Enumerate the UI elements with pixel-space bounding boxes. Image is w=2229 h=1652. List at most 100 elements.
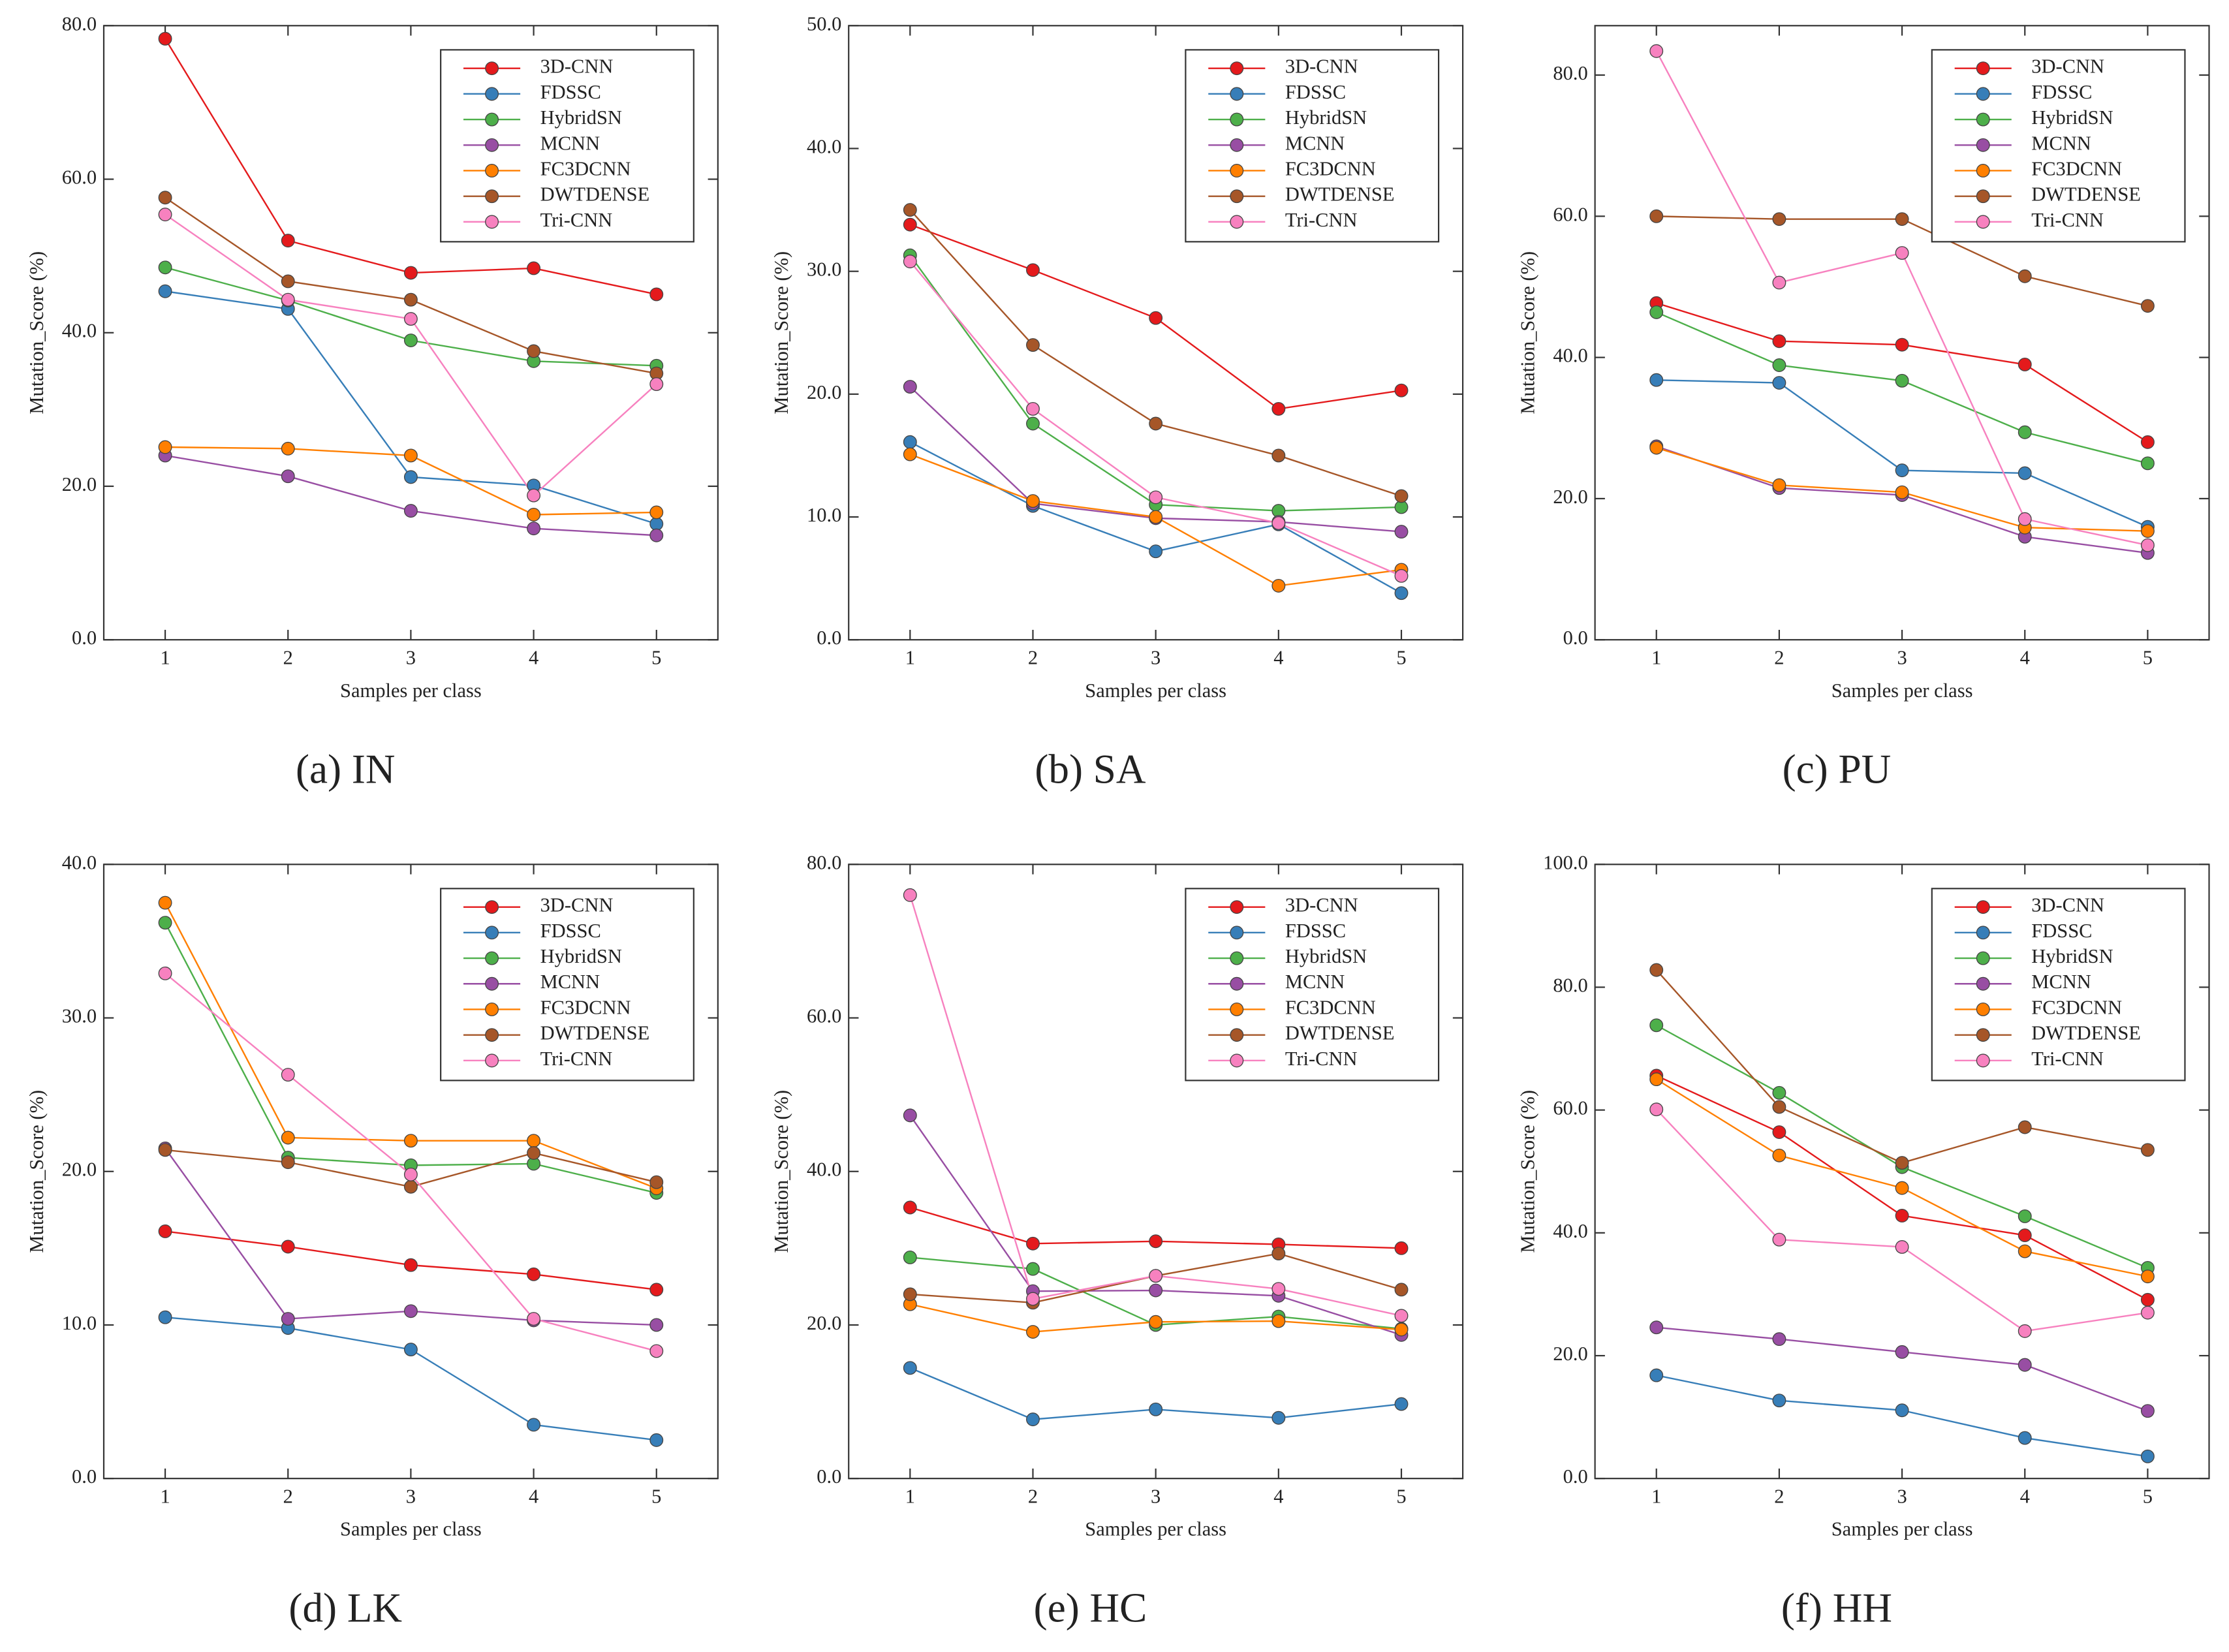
data-point (649, 1433, 664, 1447)
y-tick-label: 80.0 (807, 851, 841, 873)
data-point (1772, 1125, 1786, 1139)
legend-label: FDSSC (2031, 81, 2092, 103)
data-point (2018, 466, 2032, 480)
legend-label: FC3DCNN (540, 157, 631, 179)
data-point (158, 896, 172, 910)
data-point (1649, 44, 1664, 58)
panel-caption: (f) HH (1781, 1585, 1892, 1630)
data-point (2140, 435, 2155, 449)
legend-label: FDSSC (2031, 920, 2092, 942)
legend-marker (1976, 215, 1990, 229)
data-point (903, 255, 917, 269)
data-point (2018, 269, 2032, 283)
legend-marker (1976, 61, 1990, 76)
x-axis-label: Samples per class (340, 679, 482, 702)
data-point (527, 522, 541, 536)
data-point (903, 1251, 917, 1264)
data-point (2018, 1120, 2032, 1134)
y-axis-label: Mutation_Score (%) (25, 251, 48, 414)
legend-label: HybridSN (2031, 945, 2113, 967)
data-point (1149, 1283, 1163, 1298)
data-point (649, 528, 664, 542)
y-tick-label: 40.0 (1553, 345, 1587, 367)
data-point (281, 1239, 295, 1254)
data-point (158, 966, 172, 980)
legend-label: MCNN (2031, 971, 2091, 993)
y-tick-label: 20.0 (1553, 486, 1587, 508)
x-tick-label: 2 (1774, 647, 1784, 669)
x-tick-label: 5 (1396, 1486, 1406, 1508)
legend-marker (485, 976, 499, 991)
data-point (403, 1304, 418, 1318)
y-tick-label: 60.0 (1553, 1097, 1587, 1119)
data-point (1271, 448, 1286, 463)
legend-label: FDSSC (1285, 920, 1346, 942)
legend-label: MCNN (2031, 132, 2091, 154)
x-tick-label: 2 (1774, 1486, 1784, 1508)
series-line (1656, 379, 2148, 528)
data-point (1772, 1148, 1786, 1162)
data-point (281, 234, 295, 248)
legend-label: FC3DCNN (2031, 996, 2122, 1018)
data-point (1026, 1292, 1040, 1306)
data-point (1026, 338, 1040, 352)
data-point (2140, 456, 2155, 471)
data-point (1772, 1100, 1786, 1114)
legend-label: Tri-CNN (2031, 209, 2104, 231)
data-point (1772, 334, 1786, 349)
series-line (164, 290, 657, 525)
legend-marker (1230, 1053, 1244, 1068)
legend-marker (1976, 112, 1990, 127)
legend-marker (1976, 1002, 1990, 1016)
legend-marker (1230, 951, 1244, 965)
legend-marker (485, 1002, 499, 1016)
data-point (1149, 544, 1163, 559)
data-point (903, 1287, 917, 1301)
y-tick-label: 40.0 (1553, 1220, 1587, 1242)
data-point (1772, 1332, 1786, 1347)
legend-label: 3D-CNN (540, 55, 614, 78)
legend-marker (1976, 1053, 1990, 1068)
data-point (1271, 401, 1286, 416)
data-point (1271, 1247, 1286, 1261)
data-point (1149, 416, 1163, 431)
legend-label: Tri-CNN (540, 1048, 613, 1070)
x-tick-label: 3 (1897, 1486, 1907, 1508)
data-point (158, 191, 172, 205)
y-tick-label: 0.0 (817, 1465, 841, 1488)
data-point (649, 505, 664, 520)
x-tick-label: 3 (406, 1486, 416, 1508)
panel-caption: (c) PU (1783, 746, 1892, 792)
data-point (1026, 1236, 1040, 1251)
data-point (1772, 212, 1786, 226)
data-point (527, 1146, 541, 1160)
x-tick-label: 3 (406, 647, 416, 669)
data-point (1394, 586, 1409, 600)
data-point (1772, 1085, 1786, 1100)
data-point (1772, 1394, 1786, 1408)
legend-marker (1230, 1002, 1244, 1016)
legend-marker (1230, 215, 1244, 229)
data-point (2018, 1228, 2032, 1243)
y-tick-label: 80.0 (62, 12, 97, 35)
data-point (2018, 425, 2032, 439)
legend-label: Tri-CNN (2031, 1048, 2104, 1070)
legend-marker (1230, 138, 1244, 152)
legend-marker (1976, 951, 1990, 965)
data-point (281, 1155, 295, 1170)
y-tick-label: 0.0 (1563, 627, 1588, 649)
data-point (1649, 963, 1664, 977)
legend-marker (1230, 926, 1244, 940)
y-tick-label: 30.0 (807, 258, 841, 281)
y-tick-label: 20.0 (807, 381, 841, 403)
legend-label: 3D-CNN (540, 894, 614, 916)
x-tick-label: 4 (2020, 1486, 2030, 1508)
legend-label: DWTDENSE (1285, 183, 1395, 206)
x-tick-label: 1 (905, 647, 915, 669)
y-tick-label: 10.0 (62, 1312, 97, 1334)
legend-label: FC3DCNN (1285, 996, 1376, 1018)
data-point (2140, 1292, 2155, 1307)
data-point (649, 1175, 664, 1189)
data-point (1895, 1345, 1909, 1359)
x-tick-label: 4 (1273, 1486, 1283, 1508)
